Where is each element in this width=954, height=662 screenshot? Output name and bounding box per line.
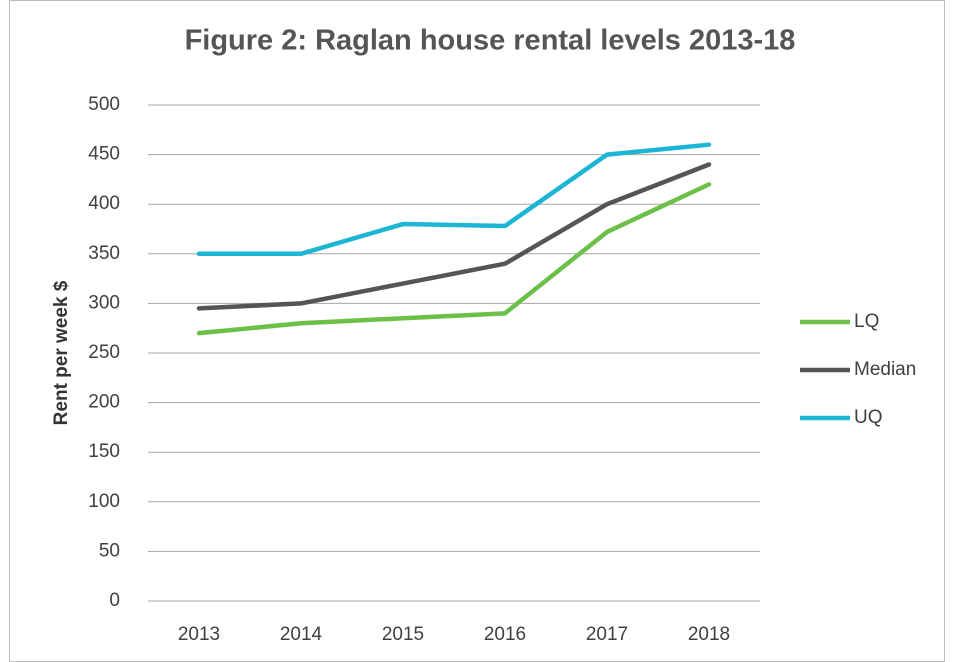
chart-title: Figure 2: Raglan house rental levels 201…	[185, 25, 796, 57]
y-tick-label: 450	[88, 144, 120, 165]
x-tick-label: 2013	[178, 624, 220, 645]
y-tick-label: 100	[88, 491, 120, 512]
y-tick-label: 300	[88, 292, 120, 313]
line-series	[196, 162, 712, 311]
line-series	[196, 182, 712, 336]
y-axis-label: Rent per week $	[51, 280, 72, 425]
y-tick-label: 0	[109, 590, 120, 611]
x-tick-label: 2014	[280, 624, 323, 645]
legend-label: UQ	[854, 407, 883, 428]
y-tick-label: 50	[99, 540, 120, 561]
x-tick-label: 2018	[688, 624, 730, 645]
y-tick-label: 500	[88, 94, 120, 115]
x-tick-label: 2016	[484, 624, 526, 645]
y-tick-label: 250	[88, 342, 120, 363]
y-tick-label: 350	[88, 243, 120, 264]
legend-label: Median	[854, 359, 916, 380]
y-tick-label: 150	[88, 441, 120, 462]
x-tick-label: 2015	[382, 624, 424, 645]
chart-border	[9, 0, 945, 662]
x-tick-label: 2017	[586, 624, 628, 645]
line-series	[196, 142, 712, 257]
y-tick-label: 200	[88, 392, 120, 413]
y-tick-label: 400	[88, 193, 120, 214]
legend-label: LQ	[854, 311, 879, 332]
